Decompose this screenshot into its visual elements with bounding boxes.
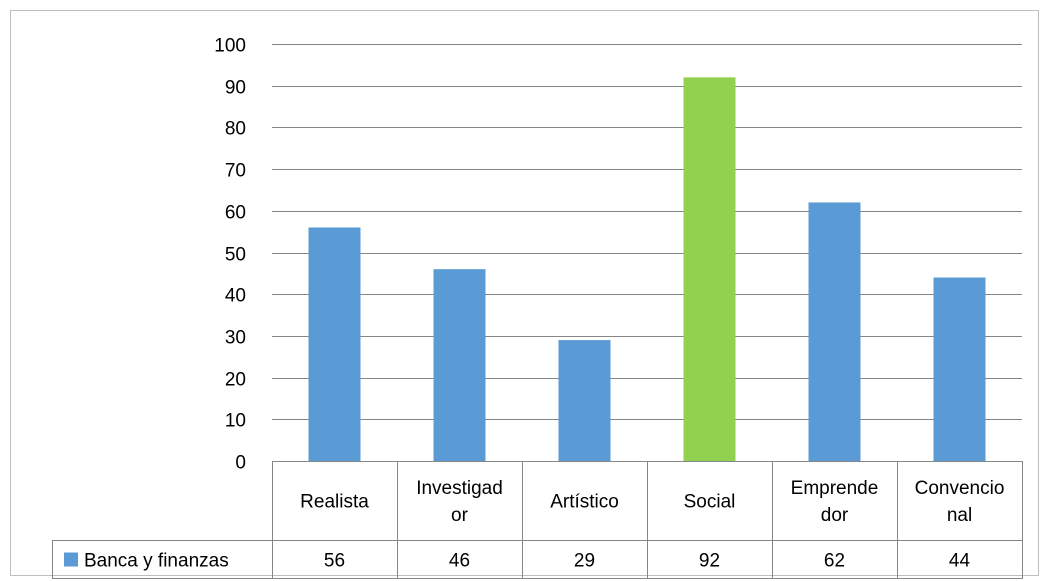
bar — [808, 202, 861, 461]
y-tick-label: 20 — [225, 370, 246, 391]
data-table-value: 29 — [574, 551, 595, 572]
data-table-value: 56 — [324, 551, 345, 572]
y-tick-label: 100 — [214, 36, 246, 57]
y-axis-tick-labels: 0 10 20 30 40 50 60 70 80 90 100 — [214, 36, 246, 474]
category-label: Emprende — [791, 478, 879, 499]
category-label: Social — [684, 492, 736, 513]
category-label: Artístico — [550, 492, 619, 513]
y-tick-label: 60 — [225, 203, 246, 224]
data-table-value: 44 — [949, 551, 971, 572]
y-tick-label: 30 — [225, 328, 246, 349]
bars — [308, 77, 986, 462]
y-tick-label: 40 — [225, 286, 246, 307]
legend-key — [64, 552, 78, 567]
bar — [308, 227, 361, 461]
y-tick-label: 10 — [225, 411, 246, 432]
bar — [433, 269, 486, 461]
bar — [558, 340, 611, 461]
category-label: dor — [821, 505, 849, 526]
bar — [683, 77, 736, 462]
category-label: Investigad — [416, 478, 503, 499]
gridlines — [272, 44, 1022, 420]
data-table-value: 46 — [449, 551, 470, 572]
data-table-value: 92 — [699, 551, 720, 572]
y-tick-label: 50 — [225, 245, 246, 266]
y-tick-label: 70 — [225, 161, 246, 182]
category-label: nal — [947, 505, 972, 526]
data-table: Realista Investigad or Artístico Social Empre… — [52, 461, 1023, 579]
data-table-value: 62 — [824, 551, 845, 572]
y-tick-label: 90 — [225, 78, 246, 99]
y-tick-label: 80 — [225, 119, 246, 140]
chart-border — [10, 10, 1039, 576]
legend-series-name: Banca y finanzas — [84, 551, 229, 572]
category-label: Realista — [300, 492, 369, 513]
y-tick-label: 0 — [235, 453, 246, 474]
category-label: Convencio — [915, 478, 1005, 499]
category-label: or — [451, 505, 469, 526]
bar — [933, 277, 986, 461]
